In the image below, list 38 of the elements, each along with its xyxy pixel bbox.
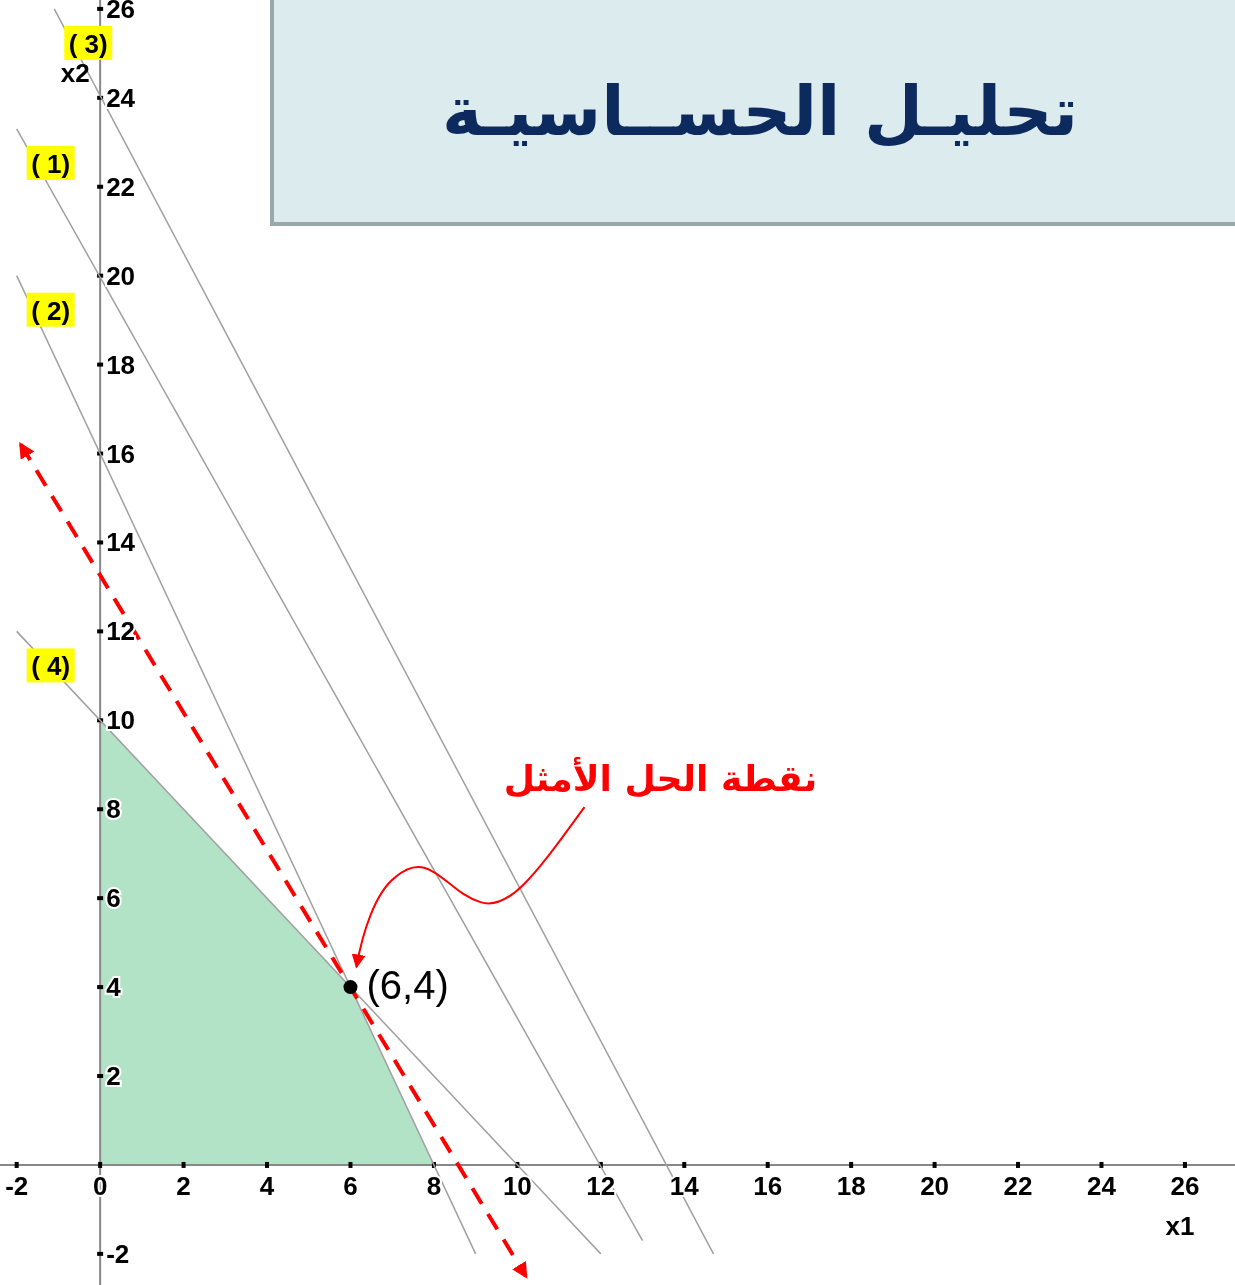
x-tick-label: 4 xyxy=(259,1170,275,1201)
y-tick-label: 18 xyxy=(106,349,136,380)
series-label: ( 1) xyxy=(31,148,71,179)
x-tick-label: 2 xyxy=(176,1170,191,1201)
x-tick-label: 14 xyxy=(669,1170,700,1201)
y-tick-label: 24 xyxy=(106,82,136,113)
y-tick-label: 26 xyxy=(106,0,136,24)
x-tick-label: 18 xyxy=(836,1170,866,1201)
x-tick-label: 8 xyxy=(426,1170,442,1201)
series-label: ( 2) xyxy=(31,295,71,326)
x-tick-label: 12 xyxy=(586,1170,616,1201)
y-tick-label: 12 xyxy=(106,616,136,647)
y-tick-label: 6 xyxy=(106,883,121,914)
x-tick-label: 10 xyxy=(502,1170,532,1201)
x-tick-label: 6 xyxy=(343,1170,358,1201)
y-tick-label: 22 xyxy=(106,171,136,202)
annotation: نقطة الحل الأمثل xyxy=(503,756,818,800)
x-tick-label: 0 xyxy=(92,1170,108,1201)
y-tick-label: 8 xyxy=(106,794,121,825)
y-tick-label: 4 xyxy=(106,972,122,1003)
y-axis-title: x2 xyxy=(60,58,90,88)
text: تحليـل الحســاسيـة xyxy=(442,72,1078,151)
annotation: (6,4) xyxy=(366,963,449,1008)
x-tick-label: 16 xyxy=(753,1170,783,1201)
y-tick-label: -2 xyxy=(106,1238,130,1269)
series-label: ( 3) xyxy=(68,28,108,59)
y-tick-label: 20 xyxy=(106,260,136,291)
x-tick-label: 20 xyxy=(920,1170,950,1201)
x-tick-label: -2 xyxy=(5,1170,29,1201)
x-tick-label: 24 xyxy=(1087,1170,1117,1201)
y-tick-label: 16 xyxy=(106,438,136,469)
y-tick-label: 14 xyxy=(106,527,136,558)
y-tick-label: 2 xyxy=(106,1061,121,1092)
y-tick-label: 10 xyxy=(106,705,136,736)
series-label: ( 4) xyxy=(31,651,71,682)
x-axis-title: x1 xyxy=(1165,1210,1195,1241)
x-tick-label: 22 xyxy=(1003,1170,1033,1201)
x-tick-label: 26 xyxy=(1170,1170,1200,1201)
